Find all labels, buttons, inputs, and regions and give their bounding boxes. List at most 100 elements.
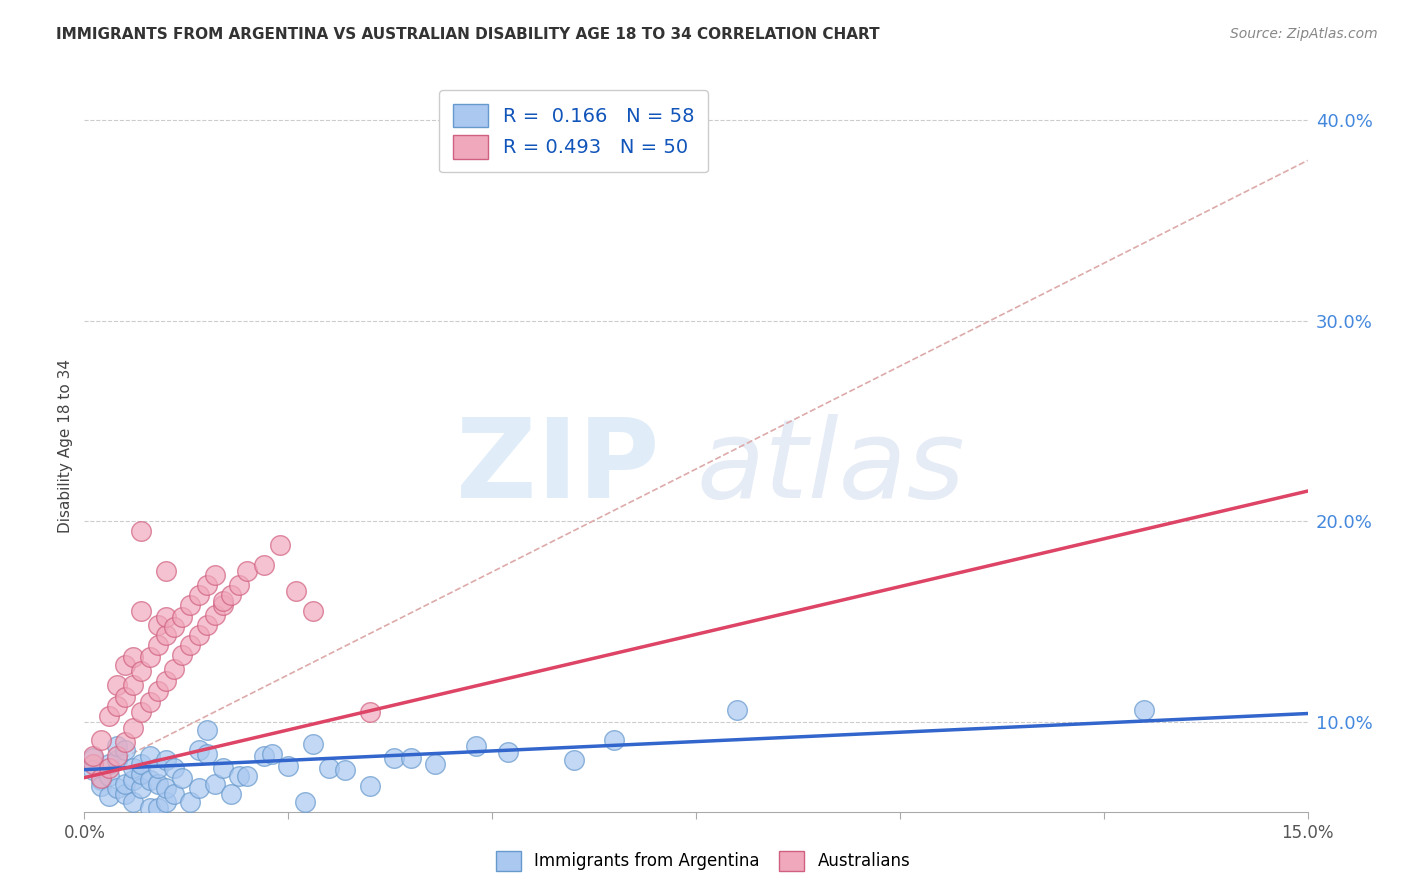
Point — [122, 795, 145, 809]
Point — [228, 769, 250, 783]
Point — [163, 662, 186, 676]
Point — [382, 750, 405, 764]
Point — [146, 618, 169, 632]
Point — [105, 780, 128, 795]
Point — [187, 628, 209, 642]
Point — [253, 558, 276, 573]
Point — [423, 756, 446, 771]
Point — [105, 753, 128, 767]
Point — [122, 761, 145, 775]
Point — [155, 753, 177, 767]
Text: ZIP: ZIP — [456, 415, 659, 522]
Point — [179, 795, 201, 809]
Point — [114, 734, 136, 748]
Point — [318, 761, 340, 775]
Point — [114, 787, 136, 801]
Point — [114, 777, 136, 791]
Point — [172, 771, 194, 785]
Point — [131, 780, 153, 795]
Point — [163, 787, 186, 801]
Point — [105, 739, 128, 753]
Point — [187, 588, 209, 602]
Point — [498, 745, 520, 759]
Point — [138, 772, 160, 787]
Point — [301, 604, 323, 618]
Point — [155, 780, 177, 795]
Point — [97, 789, 120, 803]
Point — [97, 708, 120, 723]
Point — [172, 648, 194, 663]
Point — [146, 684, 169, 698]
Point — [105, 698, 128, 713]
Legend: R =  0.166   N = 58, R = 0.493   N = 50: R = 0.166 N = 58, R = 0.493 N = 50 — [439, 90, 709, 172]
Point — [114, 658, 136, 673]
Point — [562, 753, 585, 767]
Point — [294, 795, 316, 809]
Point — [146, 639, 169, 653]
Point — [114, 742, 136, 756]
Point — [131, 524, 153, 538]
Point — [335, 763, 357, 777]
Text: atlas: atlas — [696, 415, 965, 522]
Point — [464, 739, 486, 753]
Point — [253, 748, 276, 763]
Point — [195, 747, 218, 761]
Point — [122, 721, 145, 735]
Point — [131, 766, 153, 780]
Point — [204, 777, 226, 791]
Point — [260, 747, 283, 761]
Point — [399, 750, 422, 764]
Point — [146, 777, 169, 791]
Point — [155, 628, 177, 642]
Point — [97, 761, 120, 775]
Point — [236, 564, 259, 578]
Point — [90, 779, 112, 793]
Point — [105, 748, 128, 763]
Point — [228, 578, 250, 592]
Point — [122, 772, 145, 787]
Point — [269, 538, 291, 552]
Point — [105, 678, 128, 692]
Point — [187, 780, 209, 795]
Point — [138, 801, 160, 815]
Point — [82, 763, 104, 777]
Point — [204, 608, 226, 623]
Point — [195, 618, 218, 632]
Point — [277, 758, 299, 772]
Point — [725, 702, 748, 716]
Point — [138, 748, 160, 763]
Point — [90, 772, 112, 787]
Point — [131, 705, 153, 719]
Point — [163, 761, 186, 775]
Point — [359, 705, 381, 719]
Point — [155, 795, 177, 809]
Point — [212, 761, 235, 775]
Point — [179, 599, 201, 613]
Point — [131, 604, 153, 618]
Point — [163, 620, 186, 634]
Point — [90, 771, 112, 785]
Point — [179, 639, 201, 653]
Point — [97, 769, 120, 783]
Text: IMMIGRANTS FROM ARGENTINA VS AUSTRALIAN DISABILITY AGE 18 TO 34 CORRELATION CHAR: IMMIGRANTS FROM ARGENTINA VS AUSTRALIAN … — [56, 27, 880, 42]
Point — [603, 732, 626, 747]
Point — [114, 690, 136, 705]
Text: Source: ZipAtlas.com: Source: ZipAtlas.com — [1230, 27, 1378, 41]
Point — [359, 779, 381, 793]
Point — [82, 750, 104, 764]
Point — [155, 564, 177, 578]
Point — [187, 742, 209, 756]
Point — [1133, 702, 1156, 716]
Legend: Immigrants from Argentina, Australians: Immigrants from Argentina, Australians — [488, 842, 918, 880]
Point — [219, 588, 242, 602]
Point — [138, 694, 160, 708]
Point — [219, 787, 242, 801]
Point — [146, 801, 169, 815]
Point — [122, 650, 145, 665]
Point — [212, 594, 235, 608]
Point — [82, 748, 104, 763]
Point — [138, 650, 160, 665]
Point — [97, 756, 120, 771]
Point — [122, 678, 145, 692]
Point — [172, 610, 194, 624]
